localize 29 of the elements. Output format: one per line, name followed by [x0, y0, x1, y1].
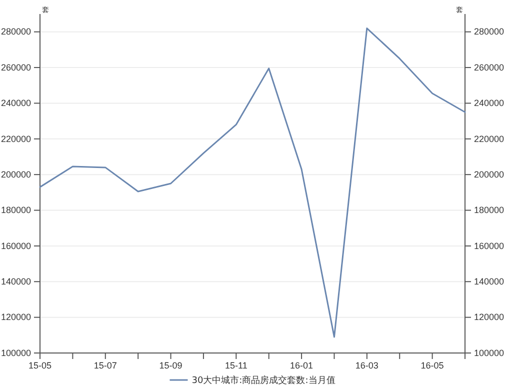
y2-tick-label: 160000 [474, 240, 504, 251]
y2-tick-label: 180000 [474, 205, 504, 216]
y-tick-label: 200000 [0, 169, 31, 180]
x-tick-label: 16-03 [355, 360, 378, 370]
y-tick-label: 100000 [0, 348, 31, 358]
x-tick-label: 15-07 [94, 360, 117, 370]
x-tick-label: 16-01 [290, 360, 314, 370]
x-tick-label: 15-09 [159, 360, 182, 370]
y2-tick-label: 260000 [474, 62, 504, 72]
y-tick-label: 140000 [0, 276, 31, 287]
y2-tick-label: 140000 [474, 276, 504, 287]
y2-tick-label: 200000 [474, 169, 504, 180]
line-series [39, 28, 466, 338]
x-tick-label: 16-05 [420, 360, 444, 370]
y-tick-label: 120000 [0, 312, 31, 322]
y2-tick-label: 120000 [474, 312, 504, 322]
y-tick-label: 160000 [0, 240, 31, 251]
x-tick-label: 15-11 [224, 360, 248, 370]
y2-tick-label: 280000 [474, 26, 504, 37]
x-tick-label: 15-05 [28, 360, 52, 370]
y2-tick-label: 220000 [474, 134, 504, 144]
y-tick-label: 280000 [0, 26, 31, 37]
y-tick-label: 260000 [0, 62, 31, 72]
y-tick-label: 180000 [0, 205, 31, 216]
y2-tick-label: 240000 [474, 98, 504, 108]
y-tick-label: 220000 [0, 134, 31, 144]
y-tick-label: 240000 [0, 98, 31, 108]
y2-tick-label: 100000 [474, 348, 504, 358]
legend-label: 30大中城市:商品房成交套数:当月值 [192, 375, 336, 386]
